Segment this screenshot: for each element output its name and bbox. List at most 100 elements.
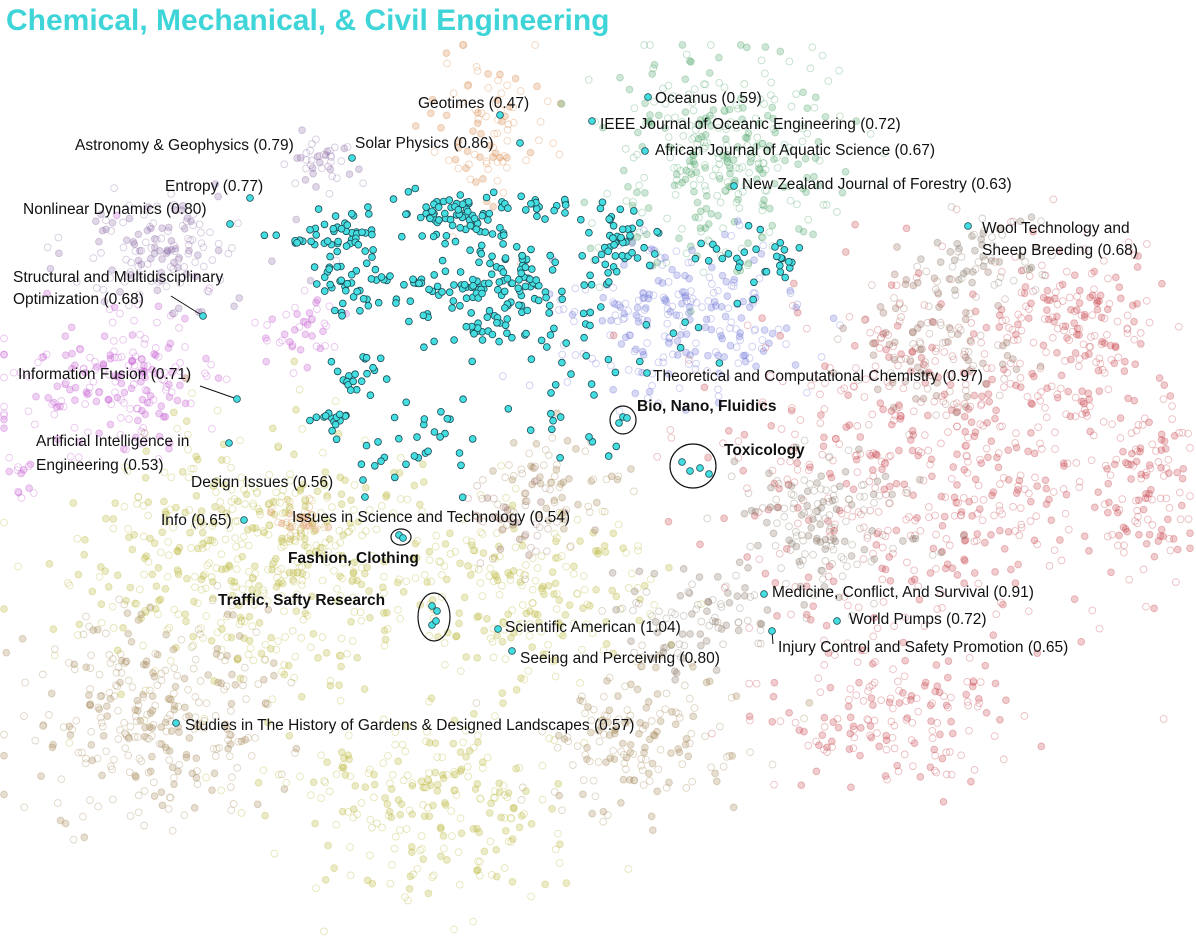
background-point bbox=[628, 239, 637, 247]
background-point bbox=[676, 144, 684, 152]
background-point bbox=[291, 529, 300, 537]
background-point bbox=[644, 294, 653, 303]
background-point bbox=[165, 551, 173, 560]
background-point bbox=[1162, 464, 1171, 473]
background-point bbox=[162, 510, 170, 519]
background-point bbox=[845, 421, 854, 429]
background-point bbox=[248, 574, 257, 582]
background-point bbox=[440, 639, 449, 647]
background-point bbox=[212, 564, 221, 572]
background-point bbox=[1166, 546, 1175, 555]
background-point bbox=[982, 708, 991, 717]
background-point bbox=[784, 480, 793, 489]
background-point bbox=[592, 498, 601, 507]
background-point bbox=[673, 271, 681, 280]
background-point bbox=[454, 143, 463, 152]
background-point bbox=[157, 234, 166, 243]
background-point bbox=[335, 651, 344, 660]
background-point bbox=[1113, 317, 1122, 326]
background-point bbox=[877, 457, 886, 466]
background-point bbox=[102, 702, 111, 711]
background-point bbox=[370, 793, 378, 802]
background-point bbox=[825, 562, 834, 571]
background-point bbox=[472, 178, 480, 186]
highlight-point bbox=[320, 273, 329, 282]
background-point bbox=[288, 342, 297, 351]
background-point bbox=[516, 569, 524, 577]
background-point bbox=[74, 748, 83, 757]
background-point bbox=[139, 660, 148, 669]
background-point bbox=[1078, 410, 1087, 419]
background-point bbox=[597, 717, 606, 725]
background-point bbox=[160, 376, 169, 385]
background-point bbox=[228, 670, 236, 679]
background-point bbox=[133, 500, 141, 508]
background-point bbox=[976, 420, 985, 429]
background-point bbox=[671, 113, 679, 122]
background-point bbox=[584, 502, 593, 511]
background-point bbox=[491, 99, 500, 107]
background-point bbox=[758, 200, 767, 209]
background-point bbox=[702, 678, 711, 687]
background-point bbox=[1016, 359, 1024, 368]
background-point bbox=[132, 373, 141, 382]
background-point bbox=[191, 692, 200, 701]
background-point bbox=[785, 148, 793, 157]
highlight-point bbox=[463, 207, 472, 216]
background-point bbox=[594, 546, 603, 555]
background-point bbox=[619, 544, 628, 552]
background-point bbox=[358, 531, 367, 540]
background-point bbox=[193, 722, 202, 731]
highlight-point bbox=[377, 457, 385, 466]
background-point bbox=[947, 770, 956, 779]
background-point bbox=[1036, 364, 1045, 373]
background-point bbox=[153, 202, 161, 211]
background-point bbox=[825, 453, 833, 462]
background-point bbox=[292, 215, 301, 224]
background-point bbox=[548, 804, 556, 813]
background-point bbox=[869, 371, 878, 379]
background-point bbox=[539, 650, 548, 659]
background-point bbox=[576, 537, 584, 545]
background-point bbox=[92, 284, 101, 292]
background-point bbox=[700, 138, 709, 147]
background-point bbox=[980, 350, 989, 358]
background-point bbox=[703, 117, 712, 126]
background-point bbox=[866, 451, 875, 460]
background-point bbox=[732, 343, 741, 351]
background-point bbox=[165, 444, 173, 453]
background-point bbox=[395, 575, 404, 584]
background-point bbox=[642, 755, 650, 764]
background-point bbox=[913, 514, 921, 522]
background-point bbox=[188, 389, 196, 398]
background-point bbox=[999, 473, 1008, 482]
background-point bbox=[145, 398, 154, 407]
background-point bbox=[173, 566, 182, 574]
background-point bbox=[1075, 286, 1084, 295]
background-point bbox=[963, 469, 972, 477]
background-point bbox=[964, 433, 972, 442]
background-point bbox=[380, 626, 389, 635]
background-point bbox=[666, 426, 675, 434]
background-point bbox=[933, 719, 942, 727]
background-point bbox=[197, 624, 205, 632]
background-point bbox=[499, 619, 508, 627]
annotated-point-marker bbox=[494, 625, 502, 633]
background-point bbox=[797, 494, 806, 502]
background-point bbox=[402, 825, 411, 833]
background-point bbox=[155, 370, 164, 379]
background-point bbox=[835, 440, 844, 449]
background-point bbox=[163, 714, 172, 723]
background-point bbox=[626, 740, 635, 749]
background-point bbox=[509, 118, 518, 127]
background-point bbox=[868, 466, 877, 474]
background-point bbox=[719, 762, 728, 771]
background-point bbox=[819, 201, 828, 209]
background-point bbox=[1157, 525, 1166, 534]
background-point bbox=[902, 224, 911, 233]
background-point bbox=[1147, 485, 1155, 494]
background-point bbox=[927, 455, 936, 464]
background-point bbox=[510, 628, 518, 637]
highlight-point bbox=[413, 433, 421, 441]
background-point bbox=[588, 354, 597, 363]
